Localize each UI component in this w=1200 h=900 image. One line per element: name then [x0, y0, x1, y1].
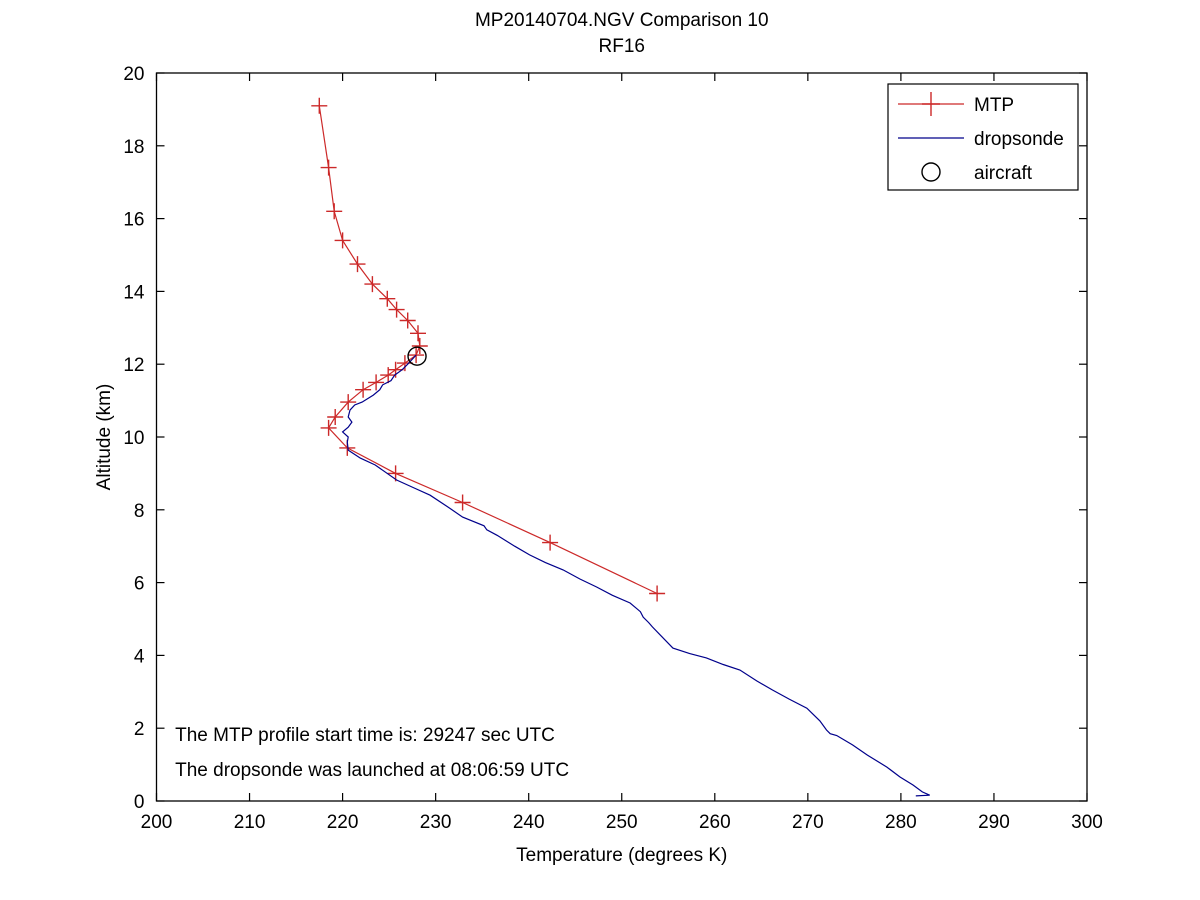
mtp-line [318, 105, 658, 595]
mtp-plus-markers-icon [311, 97, 666, 602]
y-tick-label: 6 [134, 574, 145, 595]
y-tick-label: 18 [123, 137, 144, 158]
y-tick-label: 8 [134, 501, 145, 522]
y-tick-label: 12 [123, 355, 144, 376]
legend-plus-icon [922, 92, 940, 116]
x-tick-label: 260 [699, 812, 731, 833]
y-axis-label: Altitude (km) [94, 384, 115, 491]
y-tick-label: 0 [134, 792, 145, 813]
chart-title: MP20140704.NGV Comparison 10 RF16 [475, 10, 769, 57]
legend: MTP dropsonde aircraft [887, 83, 1079, 191]
y-tick-label: 16 [123, 210, 144, 231]
legend-label: dropsonde [974, 129, 1064, 150]
axes: 200 210 220 230 240 250 260 270 280 290 300 0 2 4 6 8 10… [123, 64, 1102, 833]
x-tick-label: 280 [885, 812, 917, 833]
legend-circle-icon [921, 162, 941, 182]
dropsonde-series [341, 354, 930, 797]
x-tick-label: 300 [1071, 812, 1103, 833]
y-tick-label: 2 [134, 719, 145, 740]
x-tick-label: 200 [141, 812, 173, 833]
x-tick-label: 240 [513, 812, 545, 833]
y-tick-label: 20 [123, 64, 144, 85]
annotations: The MTP profile start time is: 29247 sec… [175, 725, 569, 781]
x-tick-label: 230 [420, 812, 452, 833]
title-line-2: RF16 [599, 36, 645, 57]
dropsonde-line [341, 354, 930, 797]
legend-label: MTP [974, 95, 1014, 116]
x-tick-label: 210 [234, 812, 266, 833]
aircraft-marker [407, 346, 427, 366]
x-axis-label: Temperature (degrees K) [516, 845, 727, 866]
annotation-line-1: The MTP profile start time is: 29247 sec… [175, 725, 555, 746]
title-line-1: MP20140704.NGV Comparison 10 [475, 10, 769, 31]
x-tick-label: 290 [978, 812, 1010, 833]
mtp-series [311, 97, 666, 602]
legend-label: aircraft [974, 163, 1033, 184]
x-tick-label: 270 [792, 812, 824, 833]
y-tick-label: 14 [123, 282, 145, 303]
annotation-line-2: The dropsonde was launched at 08:06:59 U… [175, 760, 569, 781]
y-tick-label: 10 [123, 428, 144, 449]
y-tick-label: 4 [134, 646, 145, 667]
aircraft-circle-icon [407, 346, 427, 366]
x-tick-label: 250 [606, 812, 638, 833]
x-tick-label: 220 [327, 812, 359, 833]
legend-box [887, 83, 1079, 191]
